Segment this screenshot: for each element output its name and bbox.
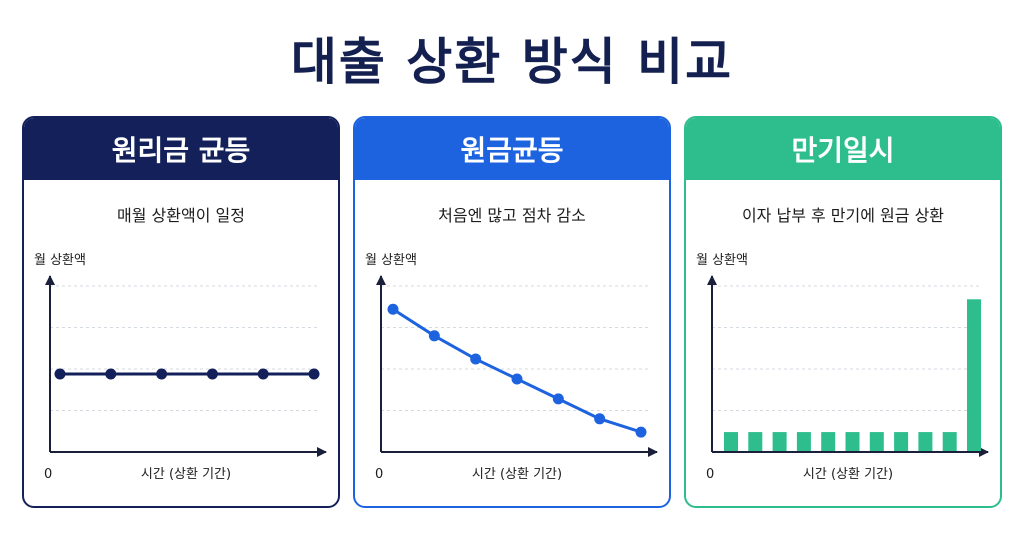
bar bbox=[894, 432, 909, 451]
x-axis-arrow bbox=[648, 447, 658, 457]
card-subtitle: 처음엔 많고 점차 감소 bbox=[438, 206, 586, 225]
data-point bbox=[470, 353, 482, 365]
bar bbox=[845, 432, 860, 451]
origin-label: 0 bbox=[44, 467, 52, 482]
bar bbox=[724, 432, 738, 451]
x-axis-label: 시간 (상환 기간) bbox=[141, 467, 231, 482]
origin-label: 0 bbox=[706, 467, 714, 482]
data-point bbox=[156, 368, 168, 380]
data-point bbox=[635, 426, 647, 438]
card-header: 만기일시 bbox=[686, 118, 1000, 180]
bar bbox=[748, 432, 763, 451]
y-axis-label: 월 상환액 bbox=[365, 253, 417, 268]
bar bbox=[942, 432, 957, 451]
origin-label: 0 bbox=[375, 467, 383, 482]
y-axis-arrow bbox=[376, 275, 386, 285]
bar bbox=[918, 432, 933, 451]
card-header: 원금균등 bbox=[355, 118, 669, 180]
bar bbox=[869, 432, 884, 451]
data-point bbox=[594, 413, 606, 425]
data-point bbox=[54, 368, 66, 380]
data-point bbox=[308, 368, 320, 380]
y-axis-label: 월 상환액 bbox=[34, 253, 86, 268]
y-axis-arrow bbox=[45, 275, 55, 285]
bar bbox=[772, 432, 787, 451]
page-title: 대출 상환 방식 비교 bbox=[290, 33, 734, 91]
data-point bbox=[511, 373, 523, 385]
x-axis-arrow bbox=[317, 447, 327, 457]
data-point bbox=[428, 330, 440, 342]
x-axis-label: 시간 (상환 기간) bbox=[472, 467, 562, 482]
card-header: 원리금 균등 bbox=[24, 118, 338, 180]
card-subtitle: 매월 상환액이 일정 bbox=[117, 206, 245, 225]
data-point bbox=[387, 303, 399, 315]
x-axis-arrow bbox=[979, 447, 989, 457]
data-point bbox=[552, 393, 564, 405]
data-point bbox=[105, 368, 117, 380]
bar bbox=[796, 432, 811, 451]
y-axis-arrow bbox=[707, 275, 717, 285]
card-subtitle: 이자 납부 후 만기에 원금 상환 bbox=[741, 206, 945, 225]
bar bbox=[967, 299, 981, 451]
bar bbox=[821, 432, 836, 451]
data-point bbox=[206, 368, 218, 380]
x-axis-label: 시간 (상환 기간) bbox=[803, 467, 893, 482]
data-point bbox=[257, 368, 269, 380]
y-axis-label: 월 상환액 bbox=[696, 253, 748, 268]
